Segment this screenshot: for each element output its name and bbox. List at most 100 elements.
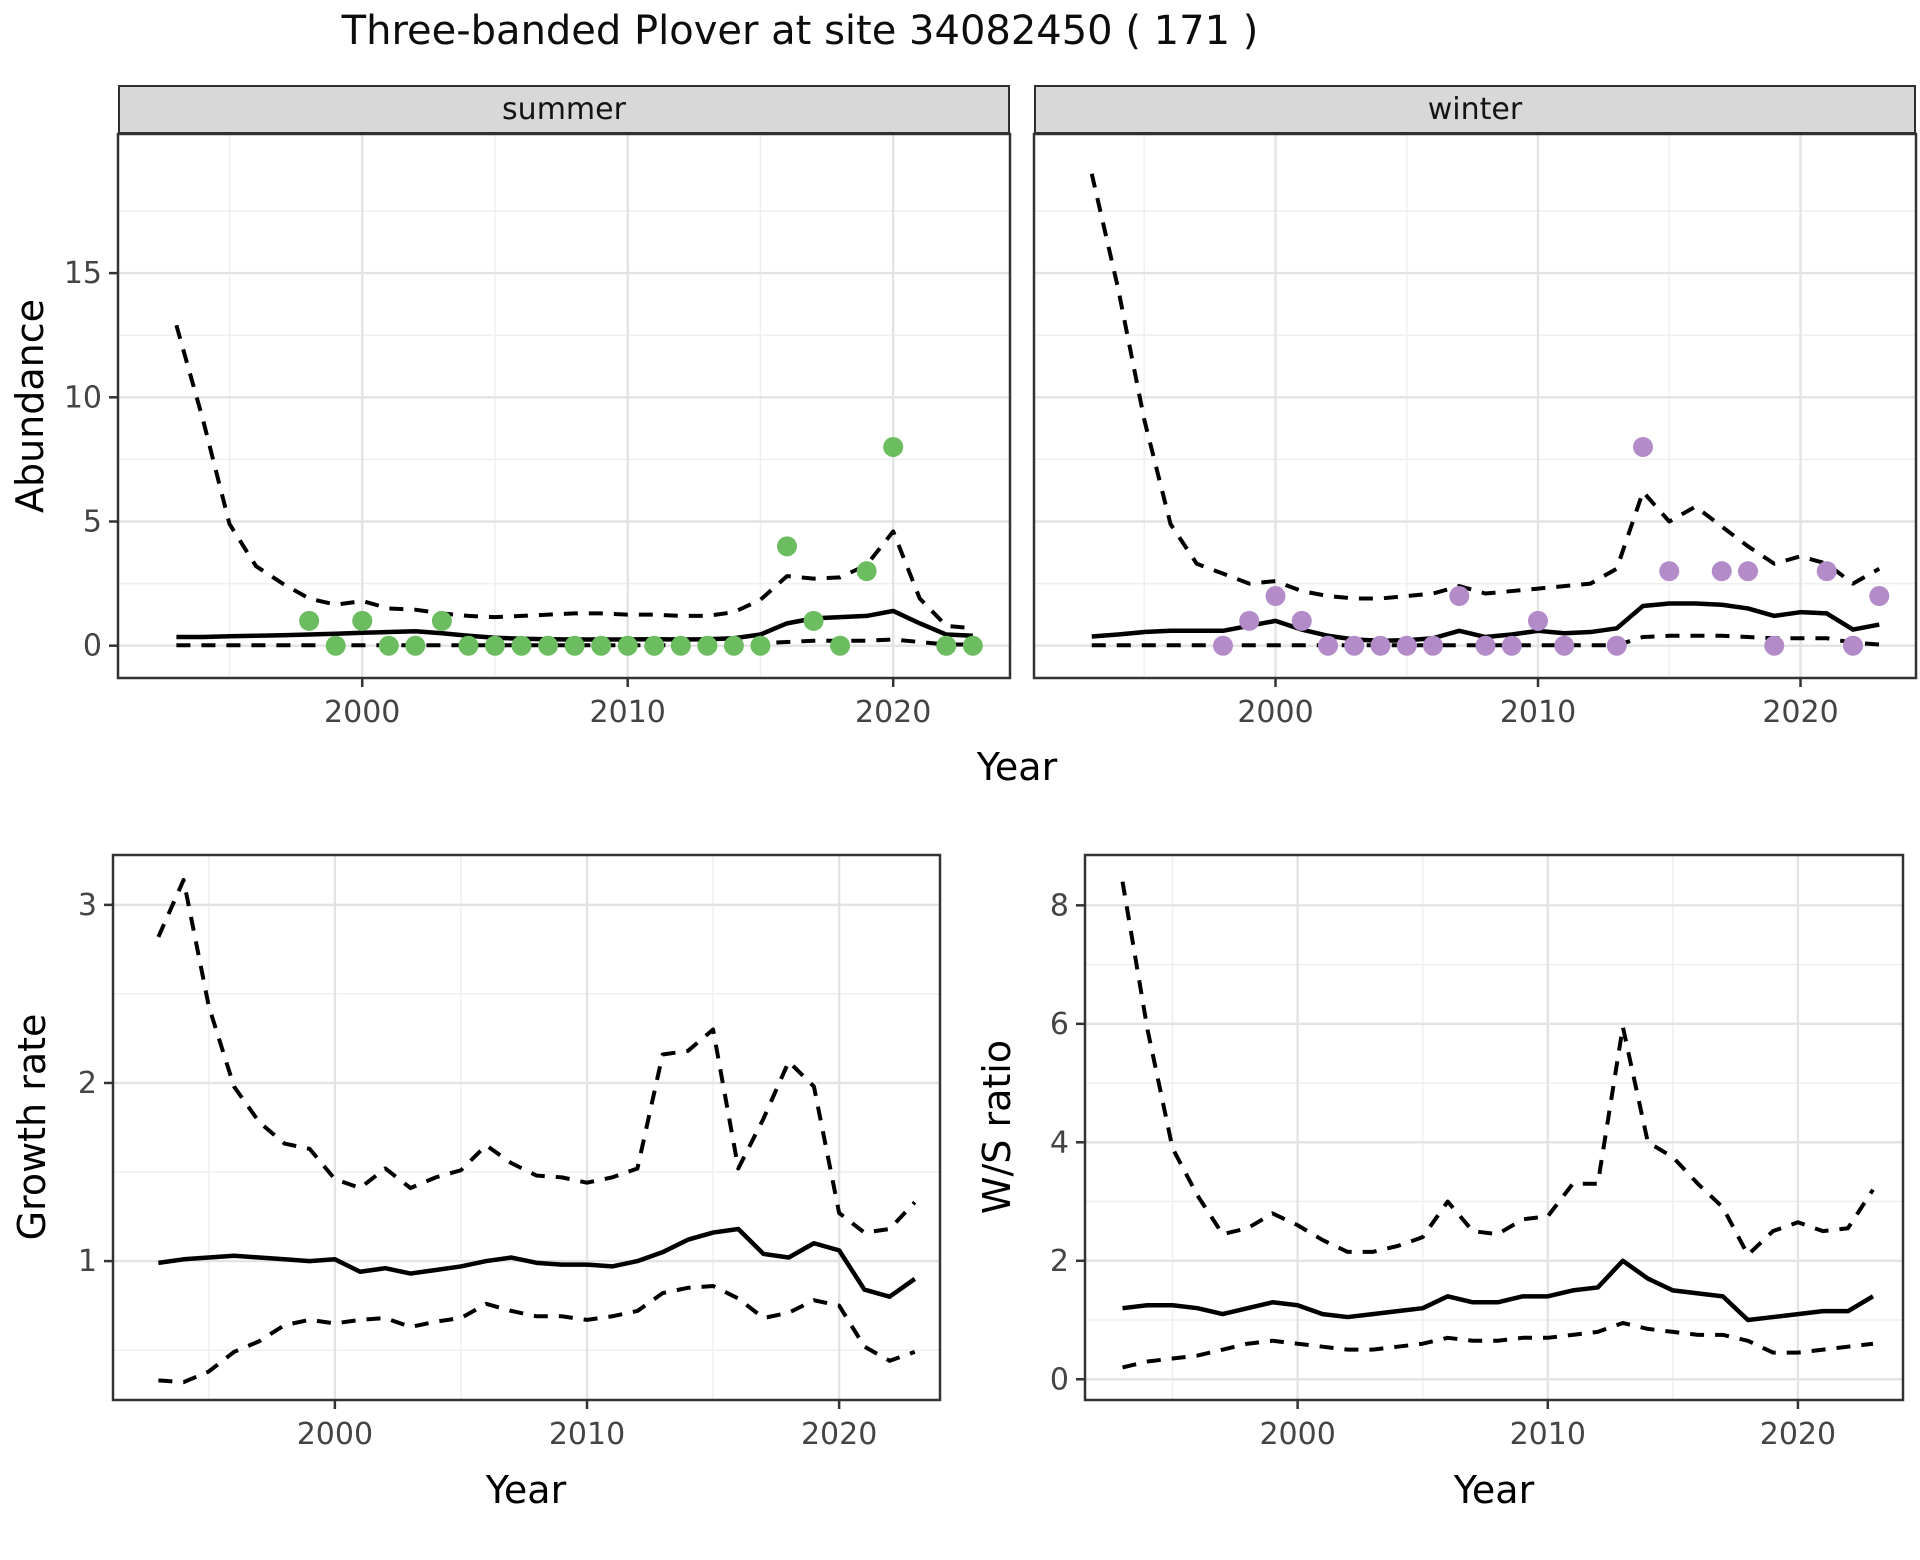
panel-border-ws — [1083, 853, 1905, 1402]
data-point — [1396, 635, 1417, 656]
y-tick-label: 8 — [1050, 888, 1069, 923]
data-point — [644, 635, 665, 656]
x-tick-label: 2020 — [855, 695, 931, 730]
data-point — [1449, 586, 1470, 607]
data-point — [1738, 561, 1758, 582]
data-point — [299, 610, 320, 631]
facet-strip-summer-label: summer — [502, 92, 626, 127]
data-point — [750, 635, 771, 656]
facet-strip-winter: winter — [1034, 85, 1916, 134]
data-point — [1633, 436, 1653, 457]
plot-title: Three-banded Plover at site 34082450 ( 1… — [341, 8, 1259, 54]
data-point — [1659, 561, 1680, 582]
x-axis-title-top: Year — [976, 745, 1058, 789]
data-point — [564, 635, 585, 656]
y-tick-label: 5 — [83, 505, 102, 540]
lower_95ci-line — [1122, 1320, 1874, 1370]
data-point — [723, 635, 744, 656]
y-tick-label: 1 — [78, 1244, 97, 1279]
data-point — [1816, 561, 1837, 582]
data-point — [670, 635, 691, 656]
data-point — [1606, 635, 1627, 656]
data-point — [883, 436, 904, 457]
data-point — [1239, 610, 1260, 631]
y-axis-title-abundance: Abundance — [8, 298, 52, 514]
facet-strip-winter-label: winter — [1427, 92, 1523, 127]
y-tick-label: 0 — [1050, 1362, 1069, 1397]
median-line — [1122, 1258, 1875, 1323]
data-point — [1213, 635, 1233, 656]
facet-strip-summer: summer — [118, 85, 1010, 134]
data-point — [936, 635, 957, 656]
data-point — [830, 635, 851, 656]
data-point — [1869, 586, 1890, 607]
upper_95ci-line — [1089, 173, 1881, 601]
panel-background-growth — [113, 855, 940, 1400]
x-tick-label: 2000 — [1237, 695, 1313, 730]
data-point — [1764, 635, 1785, 656]
x-axis-title-growth: Year — [485, 1468, 567, 1512]
median-line — [158, 1226, 917, 1299]
data-point — [378, 635, 399, 656]
data-point — [484, 635, 505, 656]
data-point — [1318, 635, 1338, 656]
data-point — [431, 610, 452, 631]
data-point — [458, 635, 479, 656]
panel-background-abundance_winter — [1034, 134, 1916, 678]
panel-background-abundance_summer — [118, 134, 1010, 678]
data-point — [1423, 635, 1443, 656]
data-point — [325, 635, 346, 656]
y-tick-label: 10 — [64, 380, 102, 415]
data-point — [1528, 610, 1548, 631]
data-point — [511, 635, 532, 656]
data-point — [777, 536, 797, 557]
x-tick-label: 2010 — [1500, 695, 1576, 730]
data-point — [697, 635, 718, 656]
x-tick-label: 2000 — [1259, 1417, 1335, 1452]
y-tick-label: 2 — [78, 1066, 97, 1101]
y-tick-label: 4 — [1050, 1125, 1069, 1160]
x-axis-title-ws: Year — [1453, 1468, 1535, 1512]
x-tick-label: 2020 — [801, 1417, 877, 1452]
y-tick-label: 2 — [1050, 1244, 1069, 1279]
data-point — [1291, 610, 1312, 631]
y-tick-label: 3 — [78, 888, 97, 923]
data-point — [1711, 561, 1732, 582]
upper_95ci-line — [174, 324, 974, 631]
data-point — [1554, 635, 1575, 656]
x-tick-label: 2010 — [1510, 1417, 1586, 1452]
data-point — [591, 635, 612, 656]
y-tick-label: 6 — [1050, 1007, 1069, 1042]
data-point — [803, 610, 824, 631]
y-tick-label: 15 — [64, 256, 102, 291]
panel-border-growth — [111, 853, 942, 1402]
y-tick-label: 0 — [83, 629, 102, 664]
data-point — [1501, 635, 1522, 656]
data-point — [352, 610, 373, 631]
panel-border-abundance_summer — [116, 132, 1012, 680]
y-axis-title-growth-rate: Growth rate — [10, 1013, 54, 1241]
x-tick-label: 2000 — [324, 695, 400, 730]
panel-background-ws — [1085, 855, 1903, 1400]
data-point — [856, 561, 877, 582]
panel-border-abundance_winter — [1032, 132, 1918, 680]
x-tick-label: 2020 — [1760, 1417, 1836, 1452]
data-point — [538, 635, 559, 656]
lower_95ci-line — [158, 1284, 916, 1385]
y-axis-title-ws-ratio: W/S ratio — [975, 1039, 1019, 1215]
data-point — [1265, 586, 1286, 607]
upper_95ci-line — [156, 877, 917, 1235]
data-point — [962, 635, 983, 656]
x-tick-label: 2010 — [590, 695, 666, 730]
data-point — [617, 635, 638, 656]
x-tick-label: 2010 — [549, 1417, 625, 1452]
data-point — [1843, 635, 1863, 656]
data-point — [1370, 635, 1391, 656]
x-tick-label: 2020 — [1762, 695, 1838, 730]
x-tick-label: 2000 — [297, 1417, 373, 1452]
data-point — [1344, 635, 1365, 656]
data-point — [405, 635, 426, 656]
data-point — [1475, 635, 1496, 656]
